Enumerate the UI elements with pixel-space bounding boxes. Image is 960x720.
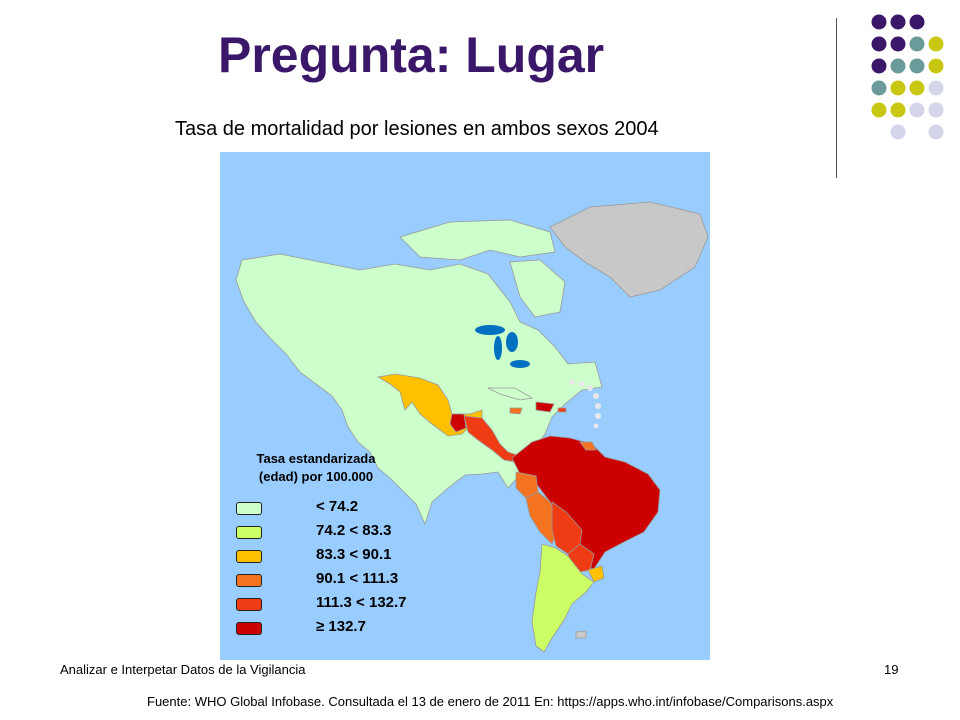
great-lake-superior (475, 325, 505, 335)
decorative-dot (928, 36, 944, 52)
decorative-dot (928, 58, 944, 74)
decorative-dot (909, 102, 925, 118)
legend-swatch (236, 526, 262, 539)
decorative-dot (909, 80, 925, 96)
legend-label: < 74.2 (316, 498, 359, 515)
region-puerto-rico (557, 407, 567, 413)
legend-swatch (236, 622, 262, 635)
decorative-dot (890, 36, 906, 52)
decorative-dot (871, 36, 887, 52)
region-hispaniola (535, 401, 555, 413)
decorative-dot (890, 58, 906, 74)
legend-swatch (236, 598, 262, 611)
decorative-dot (909, 14, 925, 30)
decorative-dot (871, 80, 887, 96)
decorative-dot (909, 58, 925, 74)
lesser-antilles-4 (593, 393, 599, 399)
source-citation: Fuente: WHO Global Infobase. Consultada … (147, 694, 834, 709)
region-cuba (487, 387, 534, 401)
decorative-dot-grid (871, 14, 944, 140)
lesser-antilles-6 (595, 413, 601, 419)
page-number: 19 (884, 662, 899, 677)
legend-label: ≥ 132.7 (316, 618, 366, 635)
region-guatemala (449, 413, 467, 433)
decorative-dot (928, 80, 944, 96)
region-southern-cone (531, 543, 595, 653)
region-uruguay (587, 565, 605, 583)
decorative-dot (890, 124, 906, 140)
decorative-dot (871, 58, 887, 74)
lesser-antilles-7 (593, 423, 599, 429)
decorative-dot (871, 14, 887, 30)
great-lake-erie (510, 360, 530, 368)
decorative-divider (836, 18, 837, 178)
region-guianas (579, 441, 597, 451)
great-lake-michigan (494, 336, 502, 360)
region-arctic-islands (399, 219, 556, 261)
legend-title: Tasa estandarizada (edad) por 100.000 (256, 451, 376, 484)
footer-course-title: Analizar e Interpetar Datos de la Vigila… (60, 662, 306, 677)
map-subtitle: Tasa de mortalidad por lesiones en ambos… (175, 118, 659, 140)
decorative-dot (890, 80, 906, 96)
lesser-antilles-5 (595, 403, 601, 409)
region-baffin-island (509, 259, 566, 318)
decorative-dot (890, 102, 906, 118)
legend-label: 90.1 < 111.3 (316, 570, 399, 587)
decorative-dot (890, 14, 906, 30)
americas-mortality-map (220, 152, 710, 660)
decorative-dot (928, 124, 944, 140)
lesser-antilles-3 (587, 385, 593, 391)
legend-swatch (236, 550, 262, 563)
legend-label: 111.3 < 132.7 (316, 594, 407, 611)
region-greenland (549, 201, 709, 298)
legend-swatch (236, 502, 262, 515)
slide-title: Pregunta: Lugar (218, 27, 605, 83)
decorative-dot (871, 102, 887, 118)
legend-label: 83.3 < 90.1 (316, 546, 392, 563)
region-jamaica (509, 407, 523, 415)
legend-swatch (236, 574, 262, 587)
great-lake-huron (506, 332, 518, 352)
region-falklands (575, 630, 587, 639)
lesser-antilles-2 (579, 381, 585, 387)
decorative-dot (928, 102, 944, 118)
legend-label: 74.2 < 83.3 (316, 522, 392, 539)
decorative-dot (909, 36, 925, 52)
lesser-antilles-1 (569, 379, 575, 385)
